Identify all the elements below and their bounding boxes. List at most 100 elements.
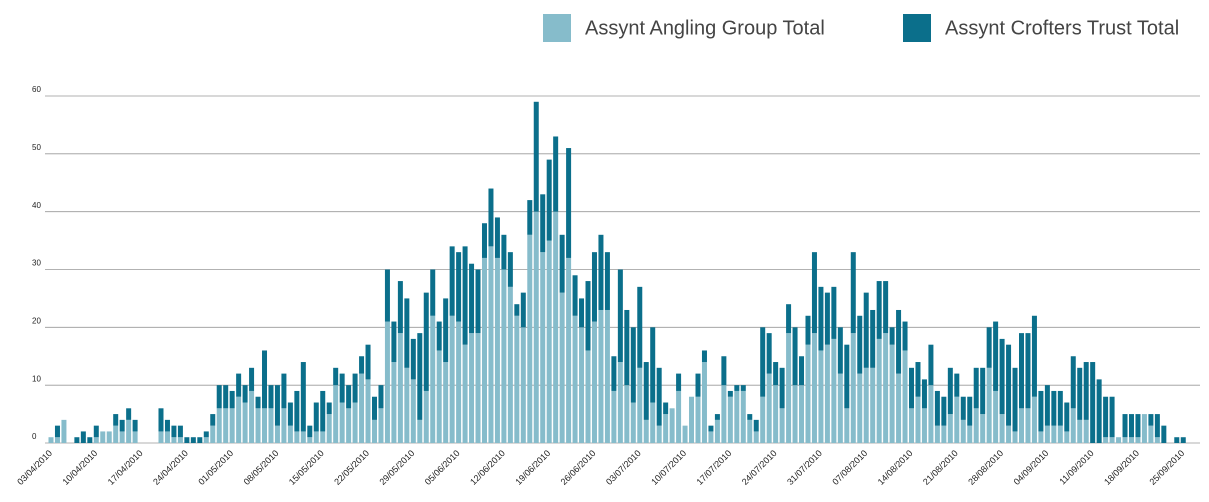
bar-segment (766, 333, 772, 374)
bar-segment (708, 431, 714, 443)
x-tick-label: 24/07/2010 (740, 448, 779, 487)
bar-segment (262, 408, 268, 443)
bar-segment (1083, 362, 1089, 420)
bar-segment (896, 309, 902, 374)
bar-segment (540, 194, 546, 253)
bar-segment (1006, 344, 1012, 426)
bar-segment (831, 286, 837, 339)
bar-segment (617, 269, 623, 363)
bar-segment (559, 292, 565, 443)
bar-segment (1122, 414, 1128, 438)
bar-segment (954, 373, 960, 397)
bar-segment (753, 419, 759, 432)
bar-segment (579, 298, 585, 328)
bar-segment (650, 327, 656, 403)
bar-segment (507, 252, 513, 287)
bar-segment (708, 425, 714, 432)
x-tick-label: 26/06/2010 (559, 448, 598, 487)
bar-segment (397, 281, 403, 334)
bar-segment (54, 437, 60, 443)
bar-segment (171, 425, 177, 438)
bar-segment (514, 315, 520, 443)
bar-segment (164, 419, 170, 432)
bar-segment (1148, 425, 1154, 443)
bar-segment (443, 362, 449, 443)
bar-segment (242, 385, 248, 403)
bar-segment (837, 327, 843, 374)
x-tick-label: 24/04/2010 (151, 448, 190, 487)
bar-segment (1077, 419, 1083, 443)
bar-segment (643, 362, 649, 420)
bar-segment (811, 252, 817, 334)
bar-segment (915, 362, 921, 397)
bar-segment (1128, 414, 1134, 438)
bar-segment (572, 315, 578, 443)
bar-segment (1090, 362, 1096, 443)
bar-segment (501, 234, 507, 270)
bar-segment (540, 252, 546, 443)
bar-segment (818, 350, 824, 443)
bar-segment (346, 385, 352, 409)
x-tick-label: 17/04/2010 (106, 448, 145, 487)
bar-segment (1128, 437, 1134, 443)
x-tick-label: 14/08/2010 (876, 448, 915, 487)
bar-segment (449, 315, 455, 443)
bar-segment (663, 414, 669, 443)
bar-segment (1064, 431, 1070, 443)
bar-segment (792, 385, 798, 443)
bar-segment (857, 373, 863, 443)
bar-segment (870, 367, 876, 443)
bar-segment (585, 350, 591, 443)
x-tick-label: 03/07/2010 (604, 448, 643, 487)
bar-segment (960, 396, 966, 420)
bar-segment (676, 390, 682, 443)
bar-segment (676, 373, 682, 391)
bar-segment (546, 159, 552, 241)
bar-segment (805, 315, 811, 345)
bar-segment (274, 385, 280, 426)
bar-segment (346, 408, 352, 443)
bar-segment (113, 414, 119, 426)
bar-segment (999, 414, 1005, 443)
bar-segment (818, 286, 824, 351)
bar-segment (320, 390, 326, 432)
bar-segment (1096, 379, 1102, 443)
bar-segment (268, 408, 274, 443)
bar-segment (760, 396, 766, 443)
bar-segment (274, 425, 280, 443)
bar-segment (1057, 425, 1063, 443)
bar-segment (80, 431, 86, 443)
bar-segment (1025, 408, 1031, 443)
bar-segment (598, 309, 604, 443)
bar-segment (689, 396, 695, 443)
bar-segment (896, 373, 902, 443)
bar-segment (417, 333, 423, 420)
bar-segment (87, 437, 93, 443)
bar-segment (824, 344, 830, 443)
bar-segment (993, 321, 999, 391)
bar-segment (546, 240, 552, 443)
bar-segment (488, 188, 494, 247)
x-tick-label: 10/04/2010 (60, 448, 99, 487)
bar-segment (1174, 437, 1180, 443)
bar-segment (630, 402, 636, 443)
bar-segment (591, 321, 597, 443)
bar-segment (223, 408, 229, 443)
bar-segment (727, 396, 733, 443)
bar-segment (701, 350, 707, 363)
bar-segment (786, 333, 792, 443)
bar-segment (469, 333, 475, 443)
bar-segment (294, 431, 300, 443)
bar-segment (1103, 437, 1109, 443)
x-tick-label: 01/05/2010 (196, 448, 235, 487)
bar-segment (281, 408, 287, 443)
bar-segment (857, 315, 863, 374)
bar-segment (365, 379, 371, 443)
bar-segment (249, 367, 255, 391)
bar-segment (397, 333, 403, 443)
bar-segment (1025, 333, 1031, 409)
bar-segment (456, 321, 462, 443)
bar-segment (824, 292, 830, 345)
bar-segment (773, 362, 779, 386)
bar-segment (960, 419, 966, 443)
